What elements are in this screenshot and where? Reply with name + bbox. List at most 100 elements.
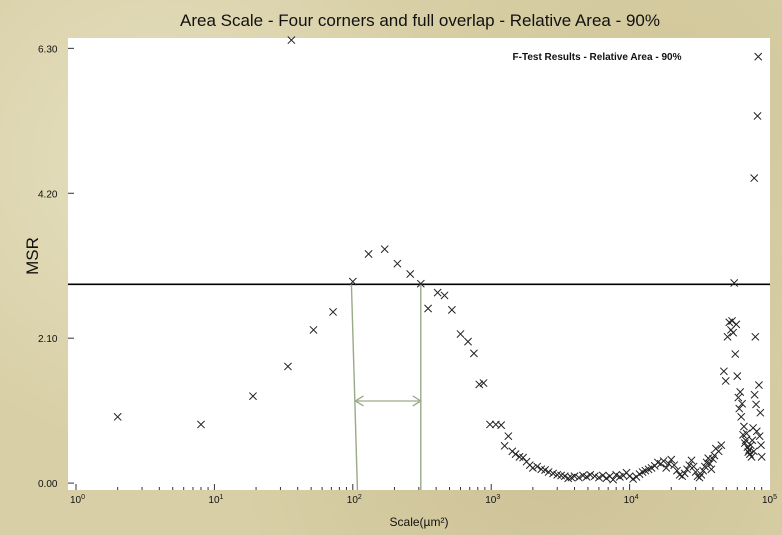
data-point (406, 270, 415, 278)
data-point (675, 470, 684, 479)
data-point (755, 432, 764, 441)
data-point (754, 52, 763, 61)
y-tick-label: 2.10 (38, 334, 58, 345)
data-point (329, 308, 338, 316)
data-point (750, 390, 759, 399)
data-point (598, 471, 607, 480)
data-point (424, 304, 433, 313)
data-point (475, 380, 484, 389)
data-point (751, 332, 760, 341)
data-point (699, 466, 708, 475)
data-point (249, 392, 257, 401)
data-point (733, 372, 742, 381)
x-tick-label: 103 (485, 494, 500, 506)
data-point (748, 436, 757, 445)
data-point (737, 412, 746, 421)
data-point (479, 379, 488, 387)
data-point (723, 332, 732, 341)
data-point (500, 441, 509, 450)
data-point (393, 259, 402, 268)
chart-title: Area Scale - Four corners and full overl… (180, 11, 660, 30)
data-point (609, 475, 618, 484)
data-point (714, 447, 723, 456)
data-point (544, 468, 553, 477)
y-tick-label: 4.20 (38, 189, 58, 200)
data-point (685, 461, 694, 470)
data-point (469, 349, 478, 358)
data-point (348, 277, 357, 286)
data-point (731, 350, 740, 359)
data-point (433, 288, 442, 297)
data-point (664, 459, 673, 468)
data-point (721, 377, 730, 385)
range-arrow-left-head (354, 395, 364, 407)
data-point (683, 465, 691, 474)
data-point (464, 337, 472, 346)
plot-area (68, 38, 770, 490)
data-point (586, 470, 595, 479)
data-point (197, 420, 205, 429)
data-point (742, 429, 751, 438)
data-point (735, 404, 744, 413)
data-point (730, 279, 739, 287)
data-point (717, 441, 726, 450)
data-point (625, 472, 634, 481)
x-tick-label: 102 (347, 494, 362, 506)
data-points (113, 36, 766, 484)
data-point (689, 462, 698, 471)
data-point (691, 468, 700, 477)
data-point (574, 473, 583, 482)
data-point (729, 328, 738, 337)
data-point (705, 459, 714, 468)
data-point (754, 381, 763, 390)
inset-title: F-Test Results - Relative Area - 90% (513, 52, 682, 63)
x-tick-label: 105 (762, 494, 777, 506)
x-tick-label: 101 (208, 494, 223, 506)
data-point (700, 462, 709, 471)
data-point (667, 455, 676, 464)
data-point (662, 463, 671, 472)
data-point (440, 291, 449, 300)
data-point (757, 441, 765, 450)
data-point (456, 330, 465, 338)
data-point (416, 279, 425, 288)
data-point (486, 420, 494, 429)
y-tick-label: 6.30 (38, 44, 58, 55)
data-point (738, 399, 747, 408)
axis-ticks: 0.00 2.10 4.20 6.30 100 101 102 103 104 105 (38, 44, 777, 506)
data-point (740, 439, 749, 448)
data-point (612, 470, 621, 479)
data-point (380, 245, 389, 254)
data-point (670, 461, 679, 470)
range-arrow-right-head (412, 395, 423, 407)
x-axis-label: Scale(µm²) (390, 515, 449, 529)
data-point (756, 408, 765, 417)
range-left-line (350, 284, 359, 491)
data-point (736, 388, 745, 396)
data-point (750, 174, 759, 183)
data-point (528, 463, 537, 472)
data-point (687, 456, 696, 465)
data-point (747, 452, 756, 461)
data-point (504, 432, 513, 441)
data-point (570, 472, 579, 481)
data-point (728, 316, 737, 325)
data-point (497, 421, 506, 430)
data-point (753, 112, 762, 120)
data-point (287, 36, 296, 45)
data-point (564, 474, 573, 483)
data-point (309, 325, 318, 334)
data-point (447, 305, 456, 314)
data-point (113, 412, 122, 421)
data-point (582, 472, 591, 481)
y-tick-label: 0.00 (38, 479, 58, 490)
data-point (749, 447, 758, 456)
data-point (533, 462, 542, 471)
data-point (719, 367, 728, 376)
data-point (752, 427, 761, 436)
data-point (511, 450, 520, 459)
x-tick-label: 104 (624, 494, 639, 506)
data-point (757, 452, 766, 461)
data-point (752, 400, 761, 409)
